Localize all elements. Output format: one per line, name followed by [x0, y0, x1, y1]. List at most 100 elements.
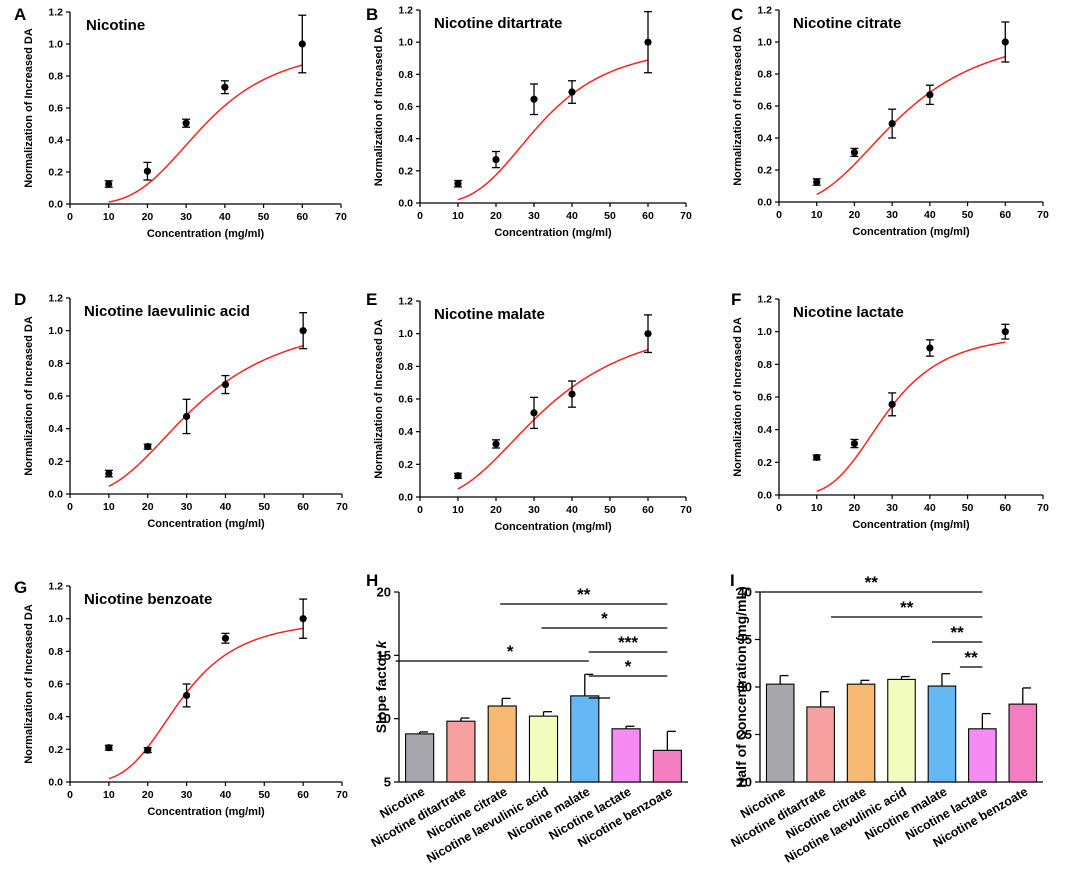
data-point — [221, 380, 230, 389]
panel-g: G Nicotine benzoate 0 10 20 30 40 50 60 70 0.0 0.2 0… — [14, 578, 348, 818]
y-tick-label: 1.0 — [757, 326, 772, 338]
panel-c: C Nicotine citrate 0 10 20 30 40 50 60 70 0.0 0.2 0.… — [731, 5, 1049, 239]
y-tick-label: 0.4 — [757, 133, 772, 145]
fit-curve — [108, 344, 304, 487]
y-tick-label: 0.8 — [757, 69, 772, 81]
x-tick-label: 40 — [219, 211, 231, 223]
x-tick-label: 60 — [642, 210, 654, 222]
x-tick-label: 50 — [962, 502, 974, 514]
x-axis-label: Concentration (mg/ml) — [494, 521, 612, 533]
y-tick-label: 0.4 — [757, 424, 772, 436]
y-tick-label: 1.2 — [757, 5, 772, 17]
x-tick-label: 10 — [452, 210, 464, 222]
data-point — [850, 148, 859, 156]
y-tick-label: 20 — [738, 775, 752, 790]
x-tick-label: 60 — [999, 209, 1011, 221]
y-axis-label: Slope factor k — [373, 640, 389, 734]
x-tick-label: 0 — [776, 209, 782, 221]
data-point — [454, 180, 462, 188]
y-tick-label: 1.0 — [398, 328, 413, 340]
bar — [570, 695, 600, 783]
y-tick-label: 0.0 — [48, 777, 63, 789]
y-tick-label: 1.0 — [398, 37, 413, 49]
y-tick-label: 0.0 — [757, 197, 772, 209]
data-point — [644, 330, 652, 338]
fit-curve — [108, 64, 303, 203]
fit-curve — [457, 348, 649, 490]
x-tick-label: 20 — [142, 789, 154, 801]
fit-curve — [108, 627, 304, 780]
y-tick-label: 0.6 — [398, 394, 413, 406]
panel-d: D Nicotine laevulinic acid 0 10 20 30 40 50 60 70… — [14, 290, 348, 530]
y-tick-label: 1.2 — [48, 7, 63, 19]
x-tick-label: 70 — [680, 504, 692, 516]
y-tick-label: 0.8 — [398, 69, 413, 81]
x-tick-label: 10 — [811, 209, 823, 221]
data-point — [143, 167, 152, 175]
fit-curve — [457, 59, 649, 201]
y-tick-label: 1.0 — [757, 37, 772, 49]
x-tick-label: 30 — [180, 211, 192, 223]
bar — [968, 728, 997, 783]
x-tick-label: 50 — [258, 789, 270, 801]
data-point — [568, 390, 576, 398]
data-point — [644, 38, 652, 46]
x-tick-label: 10 — [452, 504, 464, 516]
y-tick-label: 1.0 — [48, 39, 63, 51]
x-tick-label: 20 — [849, 502, 861, 514]
data-point — [492, 155, 500, 164]
y-axis-label: Normalization of Increased DA — [23, 28, 35, 188]
panel-label: G — [14, 578, 27, 597]
y-tick-label: 1.0 — [48, 325, 63, 337]
significance-stars: ** — [577, 585, 591, 604]
x-tick-label: 70 — [680, 210, 692, 222]
x-tick-label: 60 — [999, 502, 1011, 514]
x-tick-label: 50 — [258, 211, 270, 223]
data-point — [530, 95, 538, 103]
y-axis-label-variable: k — [373, 640, 389, 649]
y-tick-label: 0.8 — [398, 361, 413, 373]
x-tick-label: 40 — [566, 210, 578, 222]
y-tick-label: 1.0 — [48, 613, 63, 625]
data-point — [850, 439, 859, 448]
panel-label: F — [731, 290, 741, 309]
panel-a: A Nicotine 0 10 20 30 40 50 60 70 0.0 0.2 0.4 0.6 0.8 1… — [14, 5, 347, 240]
x-tick-label: 60 — [297, 501, 309, 513]
y-tick-label: 1.2 — [398, 296, 413, 308]
y-tick-label: 15 — [377, 648, 391, 663]
y-tick-label: 0.6 — [398, 101, 413, 113]
data-point — [1001, 38, 1009, 46]
y-tick-label: 0.0 — [398, 492, 413, 504]
panel-title: Nicotine malate — [434, 306, 545, 323]
y-axis-label: Normalization of Increased DA — [732, 26, 744, 186]
data-point — [813, 178, 821, 186]
y-tick-label: 40 — [738, 585, 752, 600]
x-tick-label: 30 — [528, 504, 540, 516]
panel-b: B Nicotine ditartrate 0 10 20 30 40 50 60 70 0.0 0.… — [366, 5, 692, 240]
bar — [806, 706, 835, 783]
y-axis-label: Normalization of Increased DA — [732, 317, 744, 477]
y-tick-label: 5 — [384, 775, 391, 790]
bar — [611, 728, 641, 783]
y-axis-label: Normalization of Increased DA — [23, 604, 35, 764]
y-tick-label: 0.6 — [48, 391, 63, 403]
bar — [405, 733, 435, 783]
y-tick-label: 10 — [377, 711, 391, 726]
data-point — [1001, 328, 1009, 336]
panel-title: Nicotine lactate — [793, 304, 904, 321]
bar — [487, 705, 517, 783]
x-tick-label: 0 — [67, 501, 73, 513]
x-tick-label: 70 — [336, 789, 348, 801]
y-axis-label: Normalization of Increased DA — [373, 27, 385, 187]
data-point — [221, 634, 230, 642]
y-tick-label: 0.6 — [48, 679, 63, 691]
y-tick-label: 0.0 — [757, 490, 772, 502]
panel-title: Nicotine — [86, 17, 145, 34]
x-tick-label: 70 — [335, 211, 347, 223]
y-tick-label: 1.2 — [757, 294, 772, 306]
y-tick-label: 0.6 — [757, 392, 772, 404]
x-tick-label: 70 — [336, 501, 348, 513]
y-axis-label: Normalization of Increased DA — [23, 316, 35, 476]
